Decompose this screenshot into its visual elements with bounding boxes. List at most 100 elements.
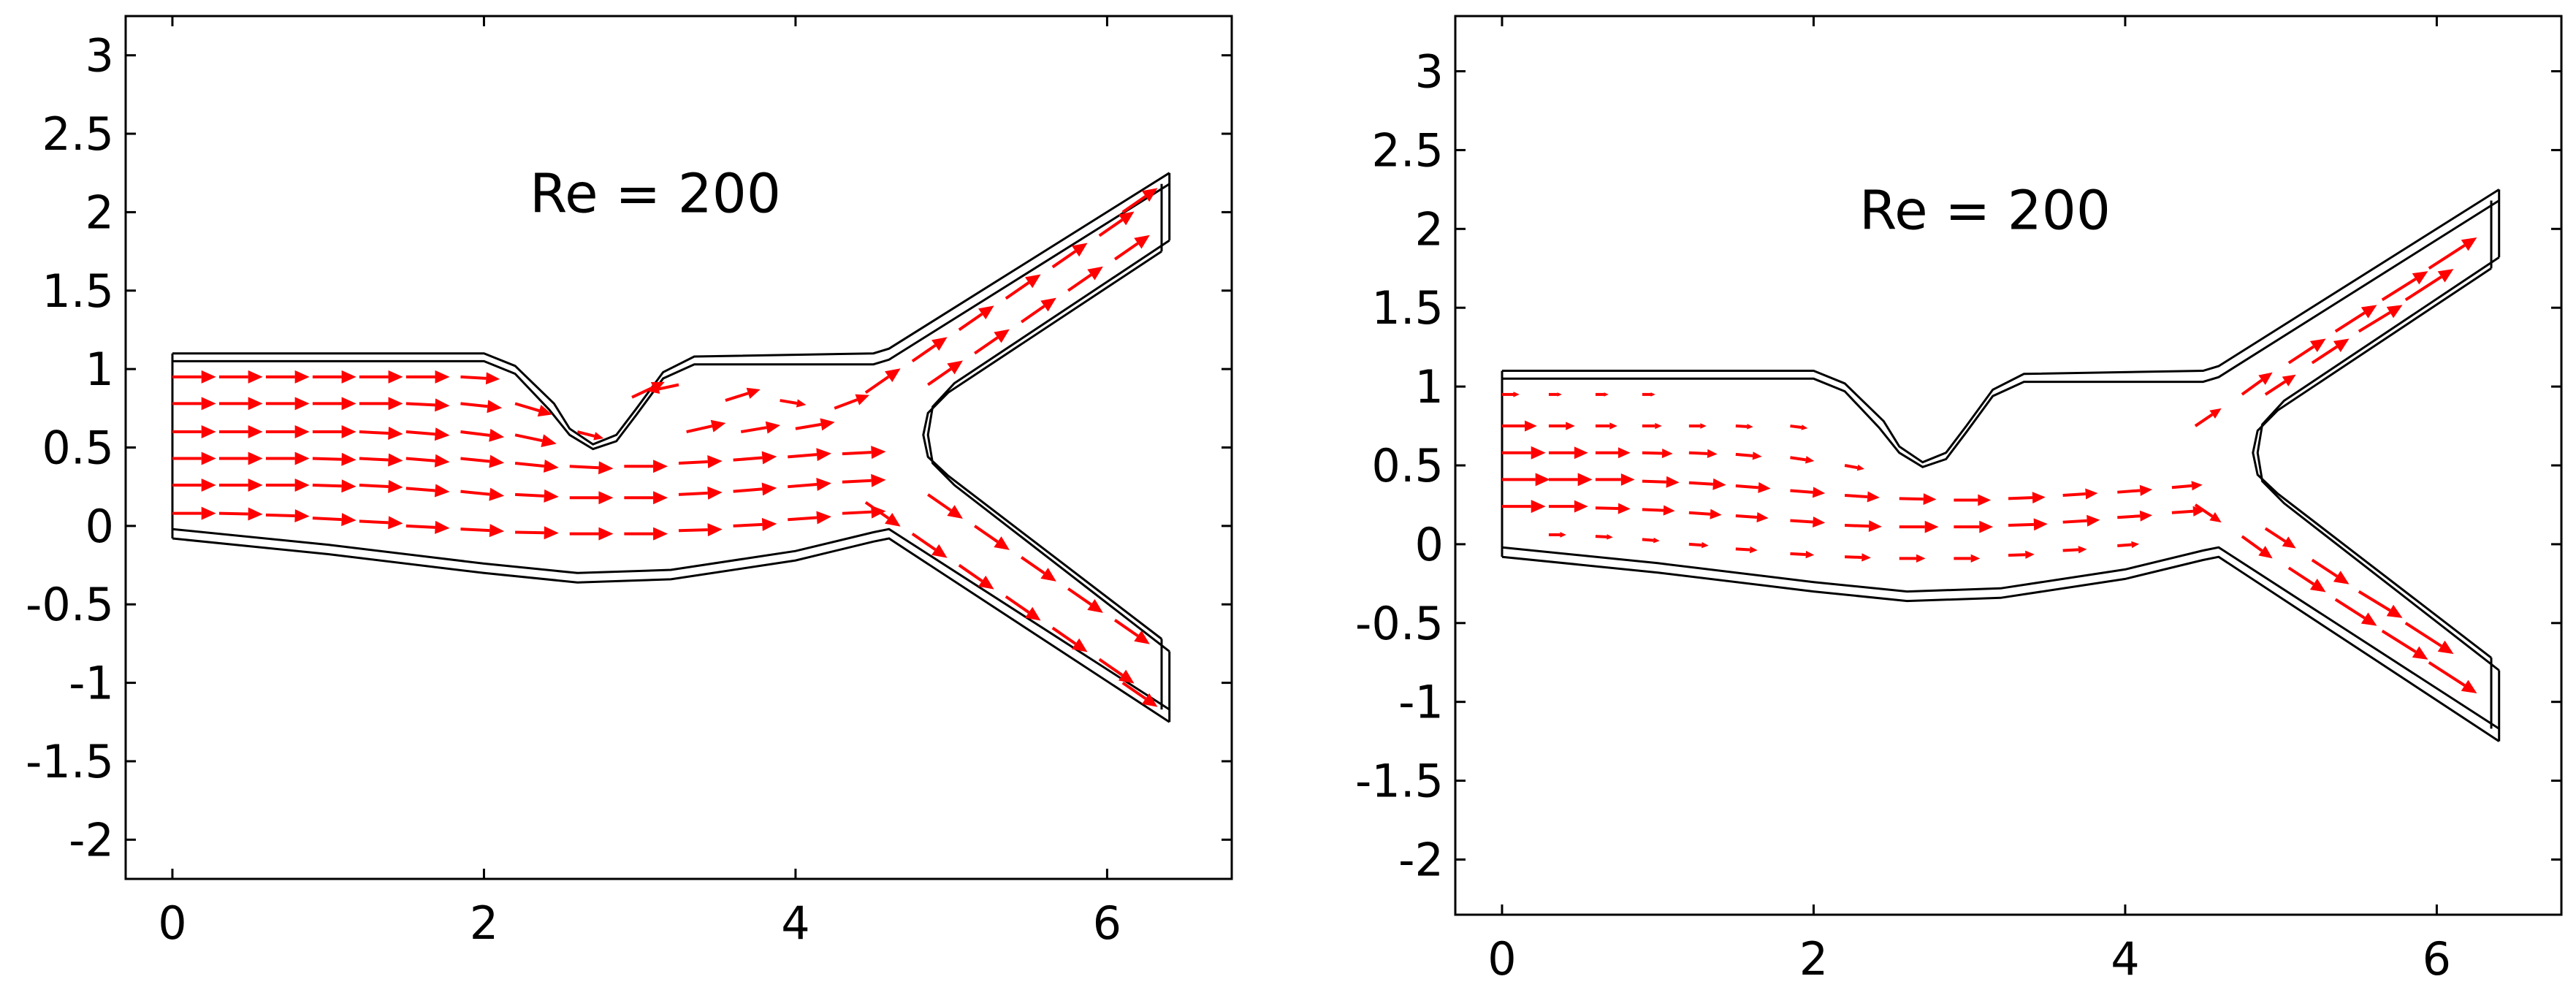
upper-wall-outer <box>1502 188 2500 464</box>
velocity-arrow <box>1501 392 1520 397</box>
velocity-arrow <box>405 484 450 498</box>
y-tick-label: 0 <box>85 500 114 553</box>
velocity-arrow <box>1548 532 1566 538</box>
velocity-arrow <box>2311 558 2350 584</box>
velocity-arrow <box>1642 392 1655 397</box>
lower-wall-outer <box>1501 555 2500 742</box>
velocity-arrow <box>172 452 216 465</box>
x-tick-label: 0 <box>158 896 186 950</box>
velocity-arrow <box>460 524 505 538</box>
velocity-arrow <box>1595 447 1631 459</box>
y-tick-label: -0.5 <box>1355 597 1444 650</box>
velocity-arrow <box>1899 554 1926 563</box>
velocity-arrow <box>974 329 1010 355</box>
velocity-arrow <box>1051 243 1088 269</box>
x-tick-label: 6 <box>1093 896 1121 950</box>
velocity-arrow <box>2117 541 2140 549</box>
velocity-arrow <box>911 337 948 363</box>
velocity-arrow <box>678 486 723 500</box>
y-tick-label: 1.5 <box>1371 281 1444 335</box>
velocity-arrow <box>1121 188 1158 214</box>
velocity-arrow <box>1548 446 1588 460</box>
outlet-divider-outer <box>926 239 1170 652</box>
velocity-arrow <box>1005 274 1041 300</box>
velocity-arrow <box>733 517 777 531</box>
velocity-arrow <box>2404 622 2454 655</box>
velocity-arrow <box>514 433 557 448</box>
velocity-arrow <box>265 452 310 465</box>
velocity-arrow <box>514 402 552 417</box>
velocity-arrow <box>1642 476 1680 488</box>
y-tick-label: -2 <box>69 813 114 866</box>
velocity-arrow <box>1735 511 1769 523</box>
velocity-arrow <box>218 425 263 439</box>
y-tick-label: 1 <box>85 343 114 396</box>
y-tick-label: 0.5 <box>42 422 114 475</box>
velocity-arrow <box>1688 508 1722 519</box>
velocity-arrow <box>2117 484 2153 496</box>
velocity-arrow <box>514 460 559 473</box>
velocity-arrow <box>1121 681 1158 707</box>
velocity-arrow <box>788 478 831 491</box>
velocity-arrow <box>2008 518 2048 531</box>
velocity-arrow <box>1845 553 1871 562</box>
velocity-arrow <box>1501 446 1546 460</box>
velocity-arrow <box>2428 237 2477 270</box>
y-tick-label: -1 <box>69 657 114 710</box>
velocity-arrow <box>460 428 505 442</box>
velocity-arrow <box>974 525 1010 550</box>
y-tick-label: -1 <box>1398 676 1444 729</box>
velocity-arrow <box>1595 392 1609 397</box>
velocity-arrow <box>733 482 777 496</box>
velocity-arrow <box>1790 516 1826 528</box>
velocity-arrow <box>1051 626 1088 652</box>
velocity-arrow <box>927 360 963 386</box>
velocity-arrow <box>460 372 500 385</box>
velocity-arrow <box>2062 514 2100 527</box>
velocity-arrow <box>359 480 403 494</box>
y-tick-label: 1.5 <box>42 264 114 318</box>
velocity-arrow <box>1954 494 1992 506</box>
velocity-arrow <box>842 473 886 487</box>
y-tick-label: -2 <box>1398 833 1444 886</box>
lower-wall-inner <box>172 527 1170 711</box>
velocity-arrow <box>1642 422 1662 430</box>
velocity-arrow <box>1790 456 1815 464</box>
x-tick-label: 2 <box>1799 932 1828 986</box>
velocity-arrow <box>686 419 726 433</box>
reynolds-annotation: Re = 200 <box>1859 179 2111 242</box>
plot-frame <box>124 15 1233 880</box>
velocity-arrow <box>788 511 831 525</box>
velocity-arrow <box>1845 520 1882 533</box>
velocity-arrow <box>1098 658 1135 684</box>
velocity-arrow <box>2287 338 2326 365</box>
velocity-arrow <box>1688 423 1707 429</box>
velocity-arrow <box>1790 424 1808 430</box>
velocity-arrow <box>359 427 403 441</box>
velocity-arrow <box>1098 211 1135 237</box>
velocity-arrow <box>172 425 216 439</box>
y-tick-label: 0 <box>1415 518 1444 571</box>
velocity-arrow <box>864 368 901 394</box>
velocity-arrow <box>2062 546 2087 554</box>
velocity-arrow <box>312 425 357 439</box>
velocity-arrow <box>1735 546 1758 554</box>
velocity-arrow <box>864 501 901 527</box>
velocity-arrow <box>514 489 559 503</box>
velocity-arrow <box>460 400 503 414</box>
velocity-arrow <box>265 479 310 492</box>
outlet-divider-inner <box>2252 267 2492 659</box>
velocity-arrow <box>218 479 263 492</box>
velocity-arrow <box>265 425 310 439</box>
y-tick-label: -1.5 <box>1355 755 1444 808</box>
outlet-divider-inner <box>922 250 1162 640</box>
velocity-arrow <box>725 387 761 402</box>
velocity-arrow <box>405 454 450 468</box>
velocity-arrow <box>569 491 614 505</box>
velocity-arrow <box>218 397 263 411</box>
reynolds-annotation: Re = 200 <box>530 162 781 225</box>
velocity-arrow <box>1548 422 1575 430</box>
velocity-arrow <box>405 370 450 384</box>
velocity-arrow <box>1501 500 1546 514</box>
